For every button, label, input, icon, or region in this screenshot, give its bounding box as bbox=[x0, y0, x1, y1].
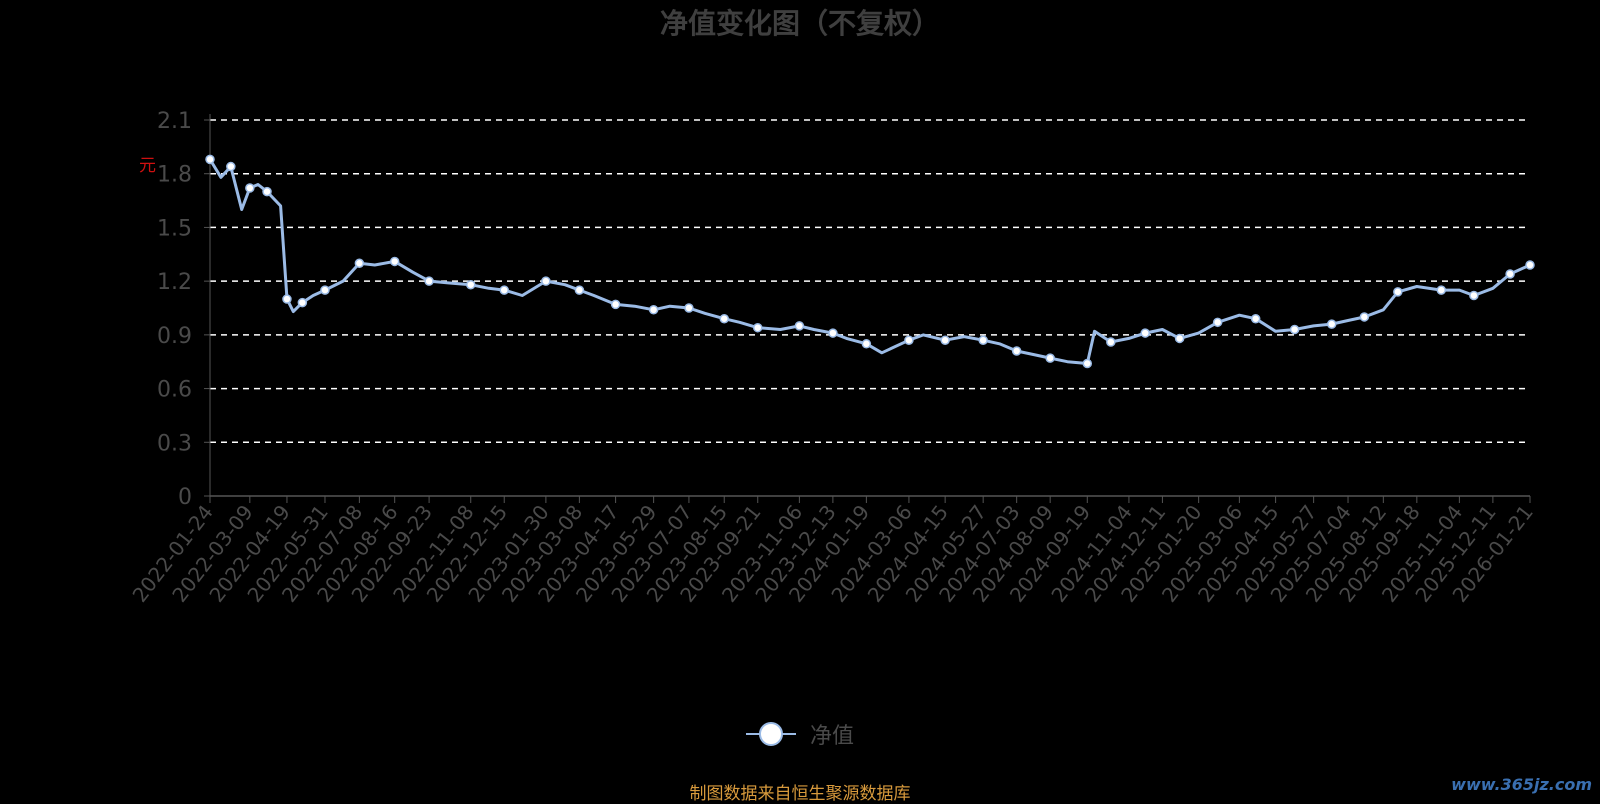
data-point[interactable] bbox=[574, 285, 585, 295]
data-point[interactable] bbox=[499, 285, 509, 295]
data-point[interactable] bbox=[1011, 346, 1022, 356]
y-tick-label: 0 bbox=[178, 485, 192, 510]
data-point[interactable] bbox=[205, 154, 215, 165]
data-point[interactable] bbox=[1174, 333, 1185, 344]
data-point[interactable] bbox=[262, 186, 272, 197]
data-point[interactable] bbox=[1436, 285, 1447, 295]
axes bbox=[204, 114, 1531, 503]
data-point[interactable] bbox=[282, 294, 292, 304]
x-tick-labels: 2022-01-242022-03-092022-04-192022-05-31… bbox=[127, 500, 1537, 606]
data-point[interactable] bbox=[1212, 317, 1223, 328]
data-point[interactable] bbox=[1140, 328, 1150, 338]
y-tick-label: 0.9 bbox=[157, 324, 192, 349]
y-tick-label: 0.3 bbox=[157, 431, 192, 456]
data-point[interactable] bbox=[828, 328, 838, 338]
data-point[interactable] bbox=[541, 276, 551, 286]
data-source-note: 制图数据来自恒生聚源数据库 bbox=[689, 784, 911, 804]
data-point[interactable] bbox=[648, 305, 659, 315]
data-point[interactable] bbox=[1469, 290, 1479, 301]
data-point[interactable] bbox=[1106, 337, 1116, 347]
grid-lines bbox=[210, 119, 1530, 444]
y-tick-label: 1.8 bbox=[157, 163, 192, 188]
data-point[interactable] bbox=[978, 335, 988, 345]
y-tick-label: 2.1 bbox=[157, 109, 192, 134]
series-layer bbox=[205, 154, 1535, 369]
data-point[interactable] bbox=[752, 322, 763, 333]
y-tick-label: 0.6 bbox=[157, 378, 192, 403]
data-point[interactable] bbox=[1289, 324, 1300, 335]
y-tick-label: 1.2 bbox=[157, 270, 192, 295]
data-point[interactable] bbox=[1045, 353, 1055, 363]
y-tick-label: 1.5 bbox=[157, 216, 192, 241]
data-point[interactable] bbox=[1505, 269, 1515, 279]
data-point[interactable] bbox=[297, 297, 308, 308]
data-point[interactable] bbox=[1082, 358, 1093, 369]
data-point[interactable] bbox=[354, 258, 365, 268]
data-point[interactable] bbox=[684, 303, 694, 313]
data-point[interactable] bbox=[904, 335, 914, 345]
data-point[interactable] bbox=[1393, 287, 1403, 297]
site-watermark: www.365jz.com bbox=[1451, 775, 1592, 794]
data-point[interactable] bbox=[424, 276, 434, 286]
data-point[interactable] bbox=[226, 161, 236, 172]
data-point[interactable] bbox=[320, 285, 330, 295]
data-point[interactable] bbox=[719, 313, 729, 324]
y-tick-labels: 0 0.3 0.6 0.9 1.2 1.5 1.8 2.1 bbox=[157, 109, 192, 510]
legend-label: 净值 bbox=[810, 724, 855, 749]
series-line bbox=[208, 158, 1531, 365]
data-point[interactable] bbox=[1525, 260, 1535, 270]
data-point[interactable] bbox=[1326, 319, 1337, 329]
data-point[interactable] bbox=[389, 256, 400, 267]
data-point[interactable] bbox=[794, 321, 805, 331]
data-point[interactable] bbox=[610, 299, 621, 310]
data-point[interactable] bbox=[245, 183, 255, 193]
legend[interactable]: 净值 bbox=[746, 716, 854, 752]
data-point[interactable] bbox=[861, 339, 872, 349]
data-point[interactable] bbox=[1359, 312, 1370, 322]
y-unit-label: 元 bbox=[139, 156, 156, 176]
data-point[interactable] bbox=[940, 335, 950, 345]
data-point[interactable] bbox=[1250, 313, 1261, 324]
data-point[interactable] bbox=[465, 279, 476, 290]
chart-title: 净值变化图（不复权） bbox=[659, 7, 940, 40]
legend-marker-icon bbox=[746, 719, 796, 749]
